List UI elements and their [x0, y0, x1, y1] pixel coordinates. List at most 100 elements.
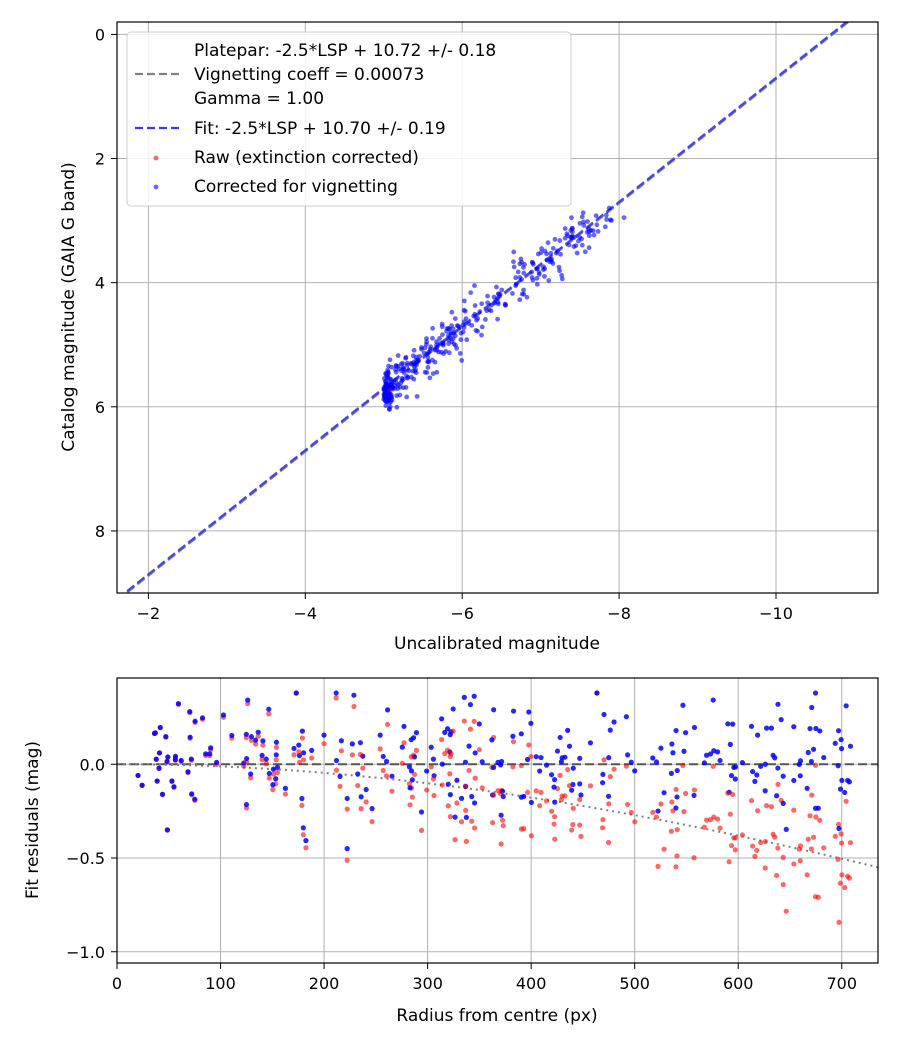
top-point-corrected	[461, 325, 467, 330]
top-point-corrected	[603, 212, 609, 218]
top-point-corrected	[389, 364, 394, 370]
top-point-corrected	[524, 294, 530, 300]
bottom-point-raw	[337, 783, 343, 789]
top-point-corrected	[446, 337, 452, 343]
top-point-corrected	[395, 353, 401, 358]
top-point-corrected	[604, 217, 610, 222]
bottom-point-raw	[570, 821, 576, 828]
bottom-point-corrected	[214, 759, 220, 766]
bottom-point-corrected	[491, 707, 497, 713]
bottom-point-corrected	[600, 771, 606, 778]
top-point-corrected	[511, 264, 517, 270]
bottom-point-corrected	[764, 725, 770, 731]
bottom-x-tick-label: 400	[516, 974, 547, 993]
bottom-point-corrected	[714, 749, 721, 755]
top-point-corrected	[404, 362, 410, 368]
bottom-point-corrected	[797, 773, 803, 779]
bottom-point-corrected	[243, 731, 249, 737]
bottom-point-raw	[815, 894, 821, 900]
bottom-point-raw	[658, 801, 664, 807]
bottom-point-raw	[447, 771, 453, 777]
bottom-point-raw	[299, 802, 305, 808]
top-x-tick-label: −8	[607, 604, 631, 623]
bottom-point-corrected	[775, 701, 781, 707]
bottom-point-corrected	[625, 752, 631, 758]
bottom-point-raw	[510, 764, 516, 770]
bottom-point-corrected	[528, 720, 534, 726]
top-point-corrected	[485, 300, 491, 306]
bottom-point-corrected	[450, 706, 456, 712]
bottom-point-corrected	[321, 732, 327, 738]
bottom-point-raw	[607, 774, 613, 780]
bottom-point-raw	[450, 728, 456, 734]
bottom-point-raw	[495, 788, 501, 794]
bottom-point-corrected	[188, 756, 194, 762]
bottom-point-corrected	[273, 739, 280, 745]
bottom-point-corrected	[299, 795, 305, 802]
bottom-point-corrected	[836, 825, 842, 832]
bottom-point-raw	[683, 790, 689, 796]
bottom-point-corrected	[762, 761, 768, 767]
top-point-corrected	[593, 213, 599, 219]
bottom-point-corrected	[439, 761, 445, 767]
bottom-y-axis-label: Fit residuals (mag)	[23, 741, 43, 899]
top-point-corrected	[411, 376, 417, 382]
bottom-x-axis-label: Radius from centre (px)	[396, 1006, 597, 1026]
bottom-point-raw	[839, 872, 845, 878]
bottom-point-corrected	[467, 701, 474, 708]
top-point-corrected	[430, 371, 436, 376]
top-point-corrected	[577, 220, 583, 226]
bottom-point-raw	[270, 771, 277, 777]
top-point-corrected	[517, 297, 523, 303]
bottom-point-raw	[600, 817, 606, 823]
bottom-point-corrected	[270, 782, 276, 788]
bottom-point-raw	[810, 834, 817, 840]
bottom-point-corrected	[670, 750, 676, 756]
bottom-point-corrected	[229, 732, 235, 739]
top-point-corrected	[495, 301, 501, 307]
top-point-corrected	[398, 368, 404, 374]
bottom-point-raw	[409, 794, 415, 800]
top-point-corrected	[423, 341, 429, 347]
top-point-corrected	[581, 222, 587, 228]
top-point-corrected	[557, 238, 563, 243]
bottom-point-raw	[808, 846, 815, 852]
bottom-point-raw	[728, 842, 735, 849]
bottom-point-corrected	[577, 781, 583, 787]
bottom-point-corrected	[383, 758, 390, 765]
bottom-point-corrected	[208, 745, 214, 751]
top-point-corrected	[399, 361, 404, 367]
bottom-point-raw	[380, 767, 386, 774]
bottom-point-corrected	[632, 768, 638, 774]
bottom-point-raw	[739, 832, 746, 838]
top-point-corrected	[460, 329, 466, 335]
bottom-point-raw	[408, 754, 414, 760]
bottom-point-raw	[611, 766, 617, 772]
bottom-point-corrected	[569, 787, 575, 793]
bottom-point-corrected	[739, 759, 746, 766]
bottom-point-corrected	[355, 771, 361, 777]
top-point-corrected	[544, 251, 550, 257]
bottom-point-raw	[510, 739, 517, 745]
top-point-corrected	[477, 309, 483, 315]
bottom-point-raw	[499, 817, 506, 823]
bottom-point-raw	[518, 763, 524, 769]
bottom-point-corrected	[755, 732, 761, 738]
bottom-point-raw	[710, 763, 716, 769]
bottom-point-corrected	[605, 793, 612, 799]
bottom-point-corrected	[805, 749, 811, 756]
top-point-corrected	[439, 349, 444, 355]
bottom-point-corrected	[164, 827, 170, 833]
bottom-point-corrected	[528, 799, 534, 806]
bottom-point-raw	[282, 791, 289, 797]
top-point-corrected	[449, 309, 455, 315]
top-point-corrected	[534, 281, 540, 287]
top-point-corrected	[579, 214, 585, 220]
bottom-point-corrected	[220, 712, 227, 718]
bottom-point-corrected	[462, 759, 469, 765]
bottom-point-corrected	[835, 763, 841, 769]
bottom-point-corrected	[557, 734, 563, 741]
bottom-point-corrected	[273, 752, 279, 758]
bottom-point-raw	[838, 831, 844, 837]
bottom-point-corrected	[732, 776, 738, 782]
